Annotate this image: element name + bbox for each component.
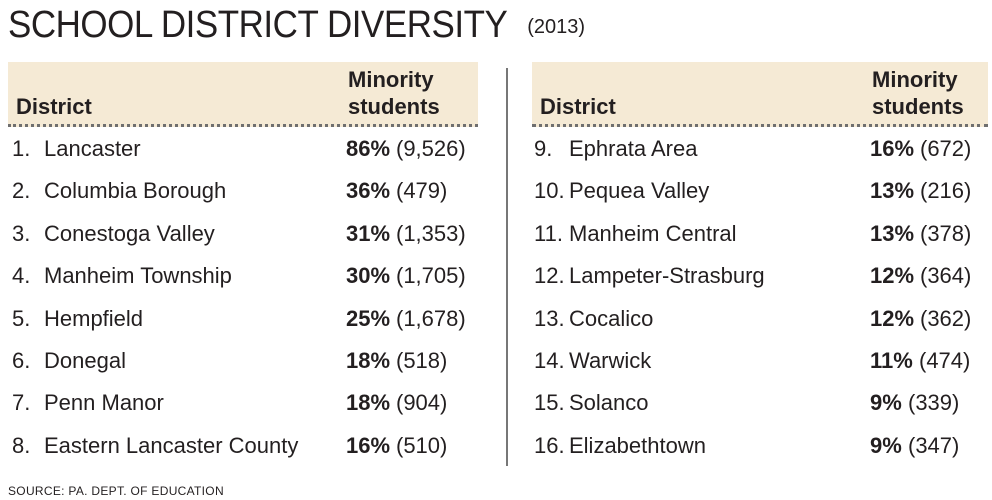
row-percent: 12% — [870, 305, 915, 331]
row-percent: 11% — [870, 347, 913, 373]
table-row: 7. Penn Manor 18% (904) — [8, 381, 478, 423]
table-row: 13. Cocalico 12% (362) — [532, 297, 988, 339]
column-divider — [506, 68, 508, 466]
row-percent: 9% — [870, 432, 902, 458]
table-row: 5. Hempfield 25% (1,678) — [8, 297, 478, 339]
row-count: (904) — [396, 390, 448, 416]
row-rank: 8. — [12, 432, 31, 458]
header-district: District — [540, 94, 616, 119]
row-percent: 13% — [870, 220, 915, 246]
row-district: Eastern Lancaster County — [44, 432, 299, 458]
row-percent: 16% — [346, 432, 391, 458]
row-district: Penn Manor — [44, 390, 164, 416]
chart-title: SCHOOL DISTRICT DIVERSITY — [8, 4, 508, 46]
table-row: 4. Manheim Township 30% (1,705) — [8, 254, 478, 296]
table-right: District Minority students 9. Ephrata Are… — [532, 62, 988, 466]
row-rank: 5. — [12, 305, 31, 331]
row-percent: 31% — [346, 220, 391, 246]
row-count: (474) — [919, 347, 971, 373]
row-count: (216) — [920, 178, 972, 204]
row-percent: 18% — [346, 347, 391, 373]
row-district: Hempfield — [44, 305, 144, 331]
header-minority-line1: Minority — [872, 67, 958, 92]
row-rank: 14. — [534, 347, 565, 373]
table-row: 3. Conestoga Valley 31% (1,353) — [8, 212, 478, 254]
header-minority-line1: Minority — [348, 67, 434, 92]
row-district: Lancaster — [44, 136, 141, 161]
row-rank: 10. — [534, 178, 565, 204]
row-district: Solanco — [569, 390, 649, 416]
row-district: Ephrata Area — [569, 136, 698, 161]
row-rank: 3. — [12, 220, 31, 246]
table-row: 9. Ephrata Area 16% (672) — [532, 127, 988, 169]
row-district: Lampeter-Strasburg — [569, 263, 765, 289]
header-minority-line2: students — [348, 94, 440, 119]
row-percent: 13% — [870, 178, 915, 204]
row-rank: 6. — [12, 347, 31, 373]
table-left: District Minority students 1. Lancaster 86… — [8, 62, 478, 466]
row-rank: 4. — [12, 263, 31, 289]
table-row: 16. Elizabethtown 9% (347) — [532, 424, 988, 466]
row-percent: 12% — [870, 263, 915, 289]
row-count: (362) — [920, 305, 972, 331]
table-row: 10. Pequea Valley 13% (216) — [532, 169, 988, 211]
table-row: 14. Warwick 11% (474) — [532, 339, 988, 381]
row-district: Warwick — [569, 347, 652, 373]
title-row: SCHOOL DISTRICT DIVERSITY (2013) — [8, 4, 585, 47]
row-count: (1,678) — [396, 305, 466, 331]
row-count: (518) — [396, 347, 448, 373]
row-rank: 12. — [534, 263, 565, 289]
row-percent: 86% — [346, 136, 391, 161]
row-percent: 9% — [870, 390, 902, 416]
row-count: (1,705) — [396, 263, 466, 289]
row-district: Donegal — [44, 347, 126, 373]
row-rank: 16. — [534, 432, 565, 458]
table-row: 8. Eastern Lancaster County 16% (510) — [8, 424, 478, 466]
table-row: 12. Lampeter-Strasburg 12% (364) — [532, 254, 988, 296]
row-count: (378) — [920, 220, 972, 246]
row-district: Columbia Borough — [44, 178, 227, 204]
row-district: Cocalico — [569, 305, 654, 331]
row-percent: 16% — [870, 136, 915, 161]
row-count: (510) — [396, 432, 448, 458]
row-count: (479) — [396, 178, 448, 204]
table-row: 15. Solanco 9% (339) — [532, 381, 988, 423]
row-percent: 36% — [346, 178, 391, 204]
table-row: 1. Lancaster 86% (9,526) — [8, 127, 478, 169]
row-count: (672) — [920, 136, 972, 161]
rows-right: 9. Ephrata Area 16% (672) 10. Pequea Valley 13… — [532, 127, 988, 466]
header-minority-line2: students — [872, 94, 964, 119]
row-rank: 13. — [534, 305, 565, 331]
row-district: Elizabethtown — [569, 432, 706, 458]
header-district: District — [16, 94, 92, 119]
chart-year: (2013) — [527, 16, 586, 38]
row-district: Manheim Central — [569, 220, 737, 246]
row-rank: 9. — [534, 136, 553, 161]
table-row: 2. Columbia Borough 36% (479) — [8, 169, 478, 211]
row-percent: 30% — [346, 263, 391, 289]
row-district: Pequea Valley — [569, 178, 710, 204]
row-count: (347) — [908, 432, 960, 458]
row-count: (364) — [920, 263, 972, 289]
row-count: (9,526) — [396, 136, 466, 161]
row-count: (1,353) — [396, 220, 466, 246]
row-rank: 15. — [534, 390, 565, 416]
table-header: District Minority students — [532, 62, 988, 127]
row-percent: 25% — [346, 305, 391, 331]
source-note: SOURCE: PA. DEPT. OF EDUCATION — [8, 484, 224, 498]
table-row: 11. Manheim Central 13% (378) — [532, 212, 988, 254]
row-count: (339) — [908, 390, 960, 416]
header-minority-students: Minority students — [872, 66, 964, 120]
row-rank: 2. — [12, 178, 31, 204]
rows-left: 1. Lancaster 86% (9,526) 2. Columbia Borough 3… — [8, 127, 478, 466]
row-percent: 18% — [346, 390, 391, 416]
table-header: District Minority students — [8, 62, 478, 127]
table-row: 6. Donegal 18% (518) — [8, 339, 478, 381]
header-minority-students: Minority students — [348, 66, 440, 120]
row-district: Manheim Township — [44, 263, 232, 289]
row-district: Conestoga Valley — [44, 220, 215, 246]
row-rank: 1. — [12, 136, 31, 161]
row-rank: 7. — [12, 390, 31, 416]
row-rank: 11. — [534, 220, 563, 246]
